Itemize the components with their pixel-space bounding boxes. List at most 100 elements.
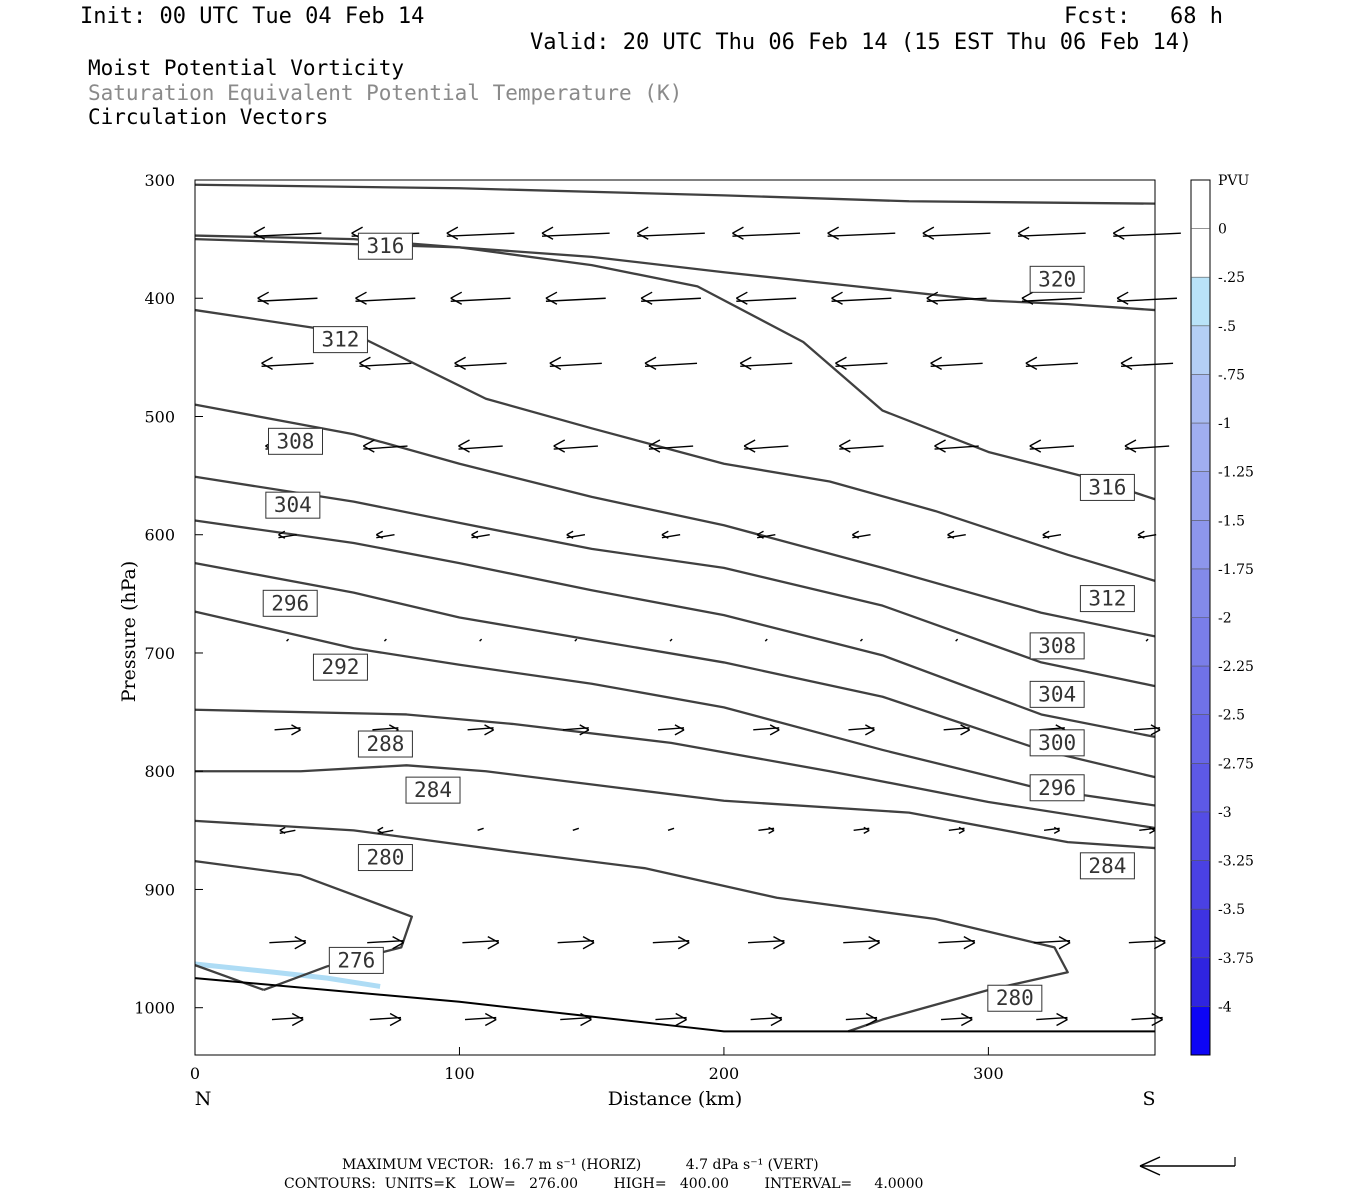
circulation-vector [859,638,863,642]
circulation-vector [941,1012,973,1027]
circulation-vector [1042,530,1062,539]
y-tick-label: 600 [144,526,175,545]
colorbar-swatch [1191,277,1210,327]
contour-label: 296 [1029,774,1085,802]
colorbar-label: -.75 [1218,367,1245,383]
colorbar-label: -1 [1218,416,1232,432]
contour-312 [194,308,1156,582]
circulation-vector [657,724,685,736]
circulation-vector [367,936,404,950]
forecast-hour: Fcst: 68 h [1064,4,1223,29]
circulation-vector [926,291,987,305]
colorbar-label: -2.5 [1218,708,1245,724]
circulation-vector [1128,936,1166,950]
reference-vector-arrow [1139,1156,1236,1176]
circulation-vector [1120,356,1174,370]
circulation-vector [377,826,394,835]
circulation-vector [454,356,507,370]
x-axis-label: Distance (km) [608,1088,743,1110]
circulation-vector [369,1012,402,1027]
circulation-vector [1112,226,1181,240]
colorbar-label: -2.25 [1218,659,1254,675]
circulation-vector [1029,439,1075,453]
circulation-vector [362,439,408,453]
x-tick-label: 0 [190,1064,200,1083]
circulation-vector [562,724,590,736]
field-title-vectors: Circulation Vectors [88,105,329,129]
circulation-vector [1043,826,1060,834]
svg-text:308: 308 [277,429,315,453]
contour-304 [194,475,1156,688]
max-vector-note: MAXIMUM VECTOR: 16.7 m s⁻¹ (HORIZ) 4.7 d… [342,1157,819,1173]
circulation-vector [845,1012,878,1027]
valid-time: Valid: 20 UTC Thu 06 Feb 14 (15 EST Thu … [530,30,1193,55]
y-axis-label: Pressure (hPa) [118,561,140,703]
circulation-vector [736,291,797,305]
circulation-vector [655,1012,687,1027]
circulation-vector [553,439,598,453]
svg-text:304: 304 [274,493,312,517]
colorbar-swatch [1191,957,1210,1007]
circulation-vector [1021,291,1082,305]
colorbar-label: -3.75 [1218,951,1254,967]
circulation-vector [257,291,318,305]
colorbar-label: -3 [1218,805,1232,821]
circulation-vector [375,530,395,539]
svg-text:312: 312 [321,328,359,352]
circulation-vector [848,724,875,736]
contour-label: 276 [328,946,384,974]
circulation-vector [739,356,793,370]
svg-text:308: 308 [1038,634,1076,658]
circulation-vector [1134,724,1161,736]
circulation-vector [572,827,580,832]
svg-text:296: 296 [1038,776,1076,800]
contour-280 [194,819,1069,1033]
circulation-vector [835,356,888,370]
colorbar-label: -4 [1218,999,1232,1015]
colorbar-label: -2 [1218,611,1232,627]
svg-text:300: 300 [1038,731,1076,755]
circulation-vector [753,724,780,736]
circulation-vector [279,826,296,835]
circulation-vector [831,291,892,305]
circulation-vector [947,530,966,539]
circulation-vector [934,439,979,453]
colorbar-label: -1.25 [1218,465,1254,481]
circulation-vector [462,936,500,950]
circulation-vector [464,1012,497,1027]
contour-label: 308 [1029,632,1085,660]
contour-label: 284 [1079,852,1135,880]
init-time: Init: 00 UTC Tue 04 Feb 14 [80,4,425,29]
contour-284 [195,764,1156,850]
colorbar-swatch [1191,617,1210,667]
circulation-vector [644,356,698,370]
contour-288 [194,708,1156,830]
colorbar-label: -1.5 [1218,513,1245,529]
field-title-mpv: Moist Potential Vorticity [88,56,405,80]
y-tick-label: 1000 [134,999,175,1018]
circulation-vector [479,638,483,642]
circulation-vector [922,226,991,240]
contour-label: 316 [1079,473,1135,501]
terrain-line [194,977,1155,1033]
circulation-vector [732,226,801,240]
y-tick-label: 800 [144,762,175,781]
circulation-vector [652,936,690,950]
circulation-vector [843,936,880,950]
contour-296 [194,561,1156,779]
svg-text:280: 280 [996,986,1034,1010]
circulation-vector [648,439,694,453]
svg-text:316: 316 [1088,475,1126,499]
circulation-vector [359,356,412,370]
circulation-vector [764,638,768,642]
circulation-vector [756,530,776,539]
contour-label: 304 [265,491,321,519]
contour-label: 304 [1029,680,1085,708]
colorbar-title: PVU [1218,173,1250,189]
colorbar-swatch [1191,180,1210,230]
circulation-vector [1017,226,1086,240]
circulation-vector [758,826,775,834]
y-tick-label: 300 [144,171,175,190]
circulation-vector [636,226,705,240]
colorbar-label: -3.5 [1218,902,1245,918]
